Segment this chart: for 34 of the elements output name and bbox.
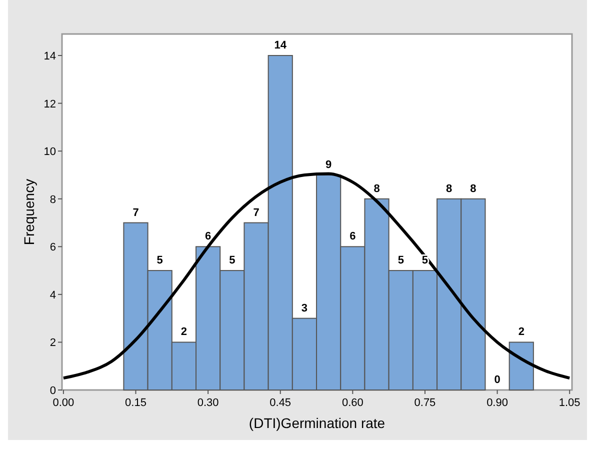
data-label: 2 [518, 326, 524, 338]
y-tick-label: 6 [50, 242, 56, 254]
x-tick-label: 0.30 [197, 397, 219, 409]
data-label: 14 [274, 40, 288, 52]
y-tick-label: 8 [50, 194, 56, 206]
data-label: 7 [253, 206, 260, 219]
data-label: 5 [229, 254, 236, 267]
data-label: 7 [132, 206, 139, 219]
data-label: 3 [301, 302, 308, 314]
y-tick-label: 2 [50, 337, 56, 350]
data-label: 8 [446, 182, 452, 195]
data-label: 8 [470, 182, 476, 195]
data-label: 5 [398, 254, 404, 267]
y-tick-label: 10 [44, 146, 56, 158]
y-tick-label: 12 [44, 98, 56, 110]
data-label: 6 [350, 230, 356, 243]
data-label: 6 [204, 230, 212, 243]
x-axis-title: (DTI)Germination rate [248, 415, 386, 431]
data-label: 2 [180, 326, 188, 338]
data-label: 9 [326, 158, 332, 171]
y-axis-title: Frequency [21, 178, 37, 246]
x-tick-label: 1.05 [558, 397, 580, 409]
y-tick-label: 4 [50, 289, 56, 302]
data-label: 8 [374, 182, 380, 195]
x-tick-label: 0.15 [125, 397, 146, 409]
x-tick-label: 0.00 [52, 397, 74, 409]
data-label: 5 [156, 254, 163, 267]
x-tick-label: 0.75 [414, 397, 436, 409]
x-tick-label: 0.90 [486, 397, 508, 409]
x-tick-label: 0.45 [270, 397, 292, 409]
y-tick-label: 0 [50, 385, 56, 397]
data-label: 0 [494, 374, 500, 386]
x-tick-label: 0.60 [342, 397, 364, 409]
y-tick-label: 14 [44, 50, 56, 63]
